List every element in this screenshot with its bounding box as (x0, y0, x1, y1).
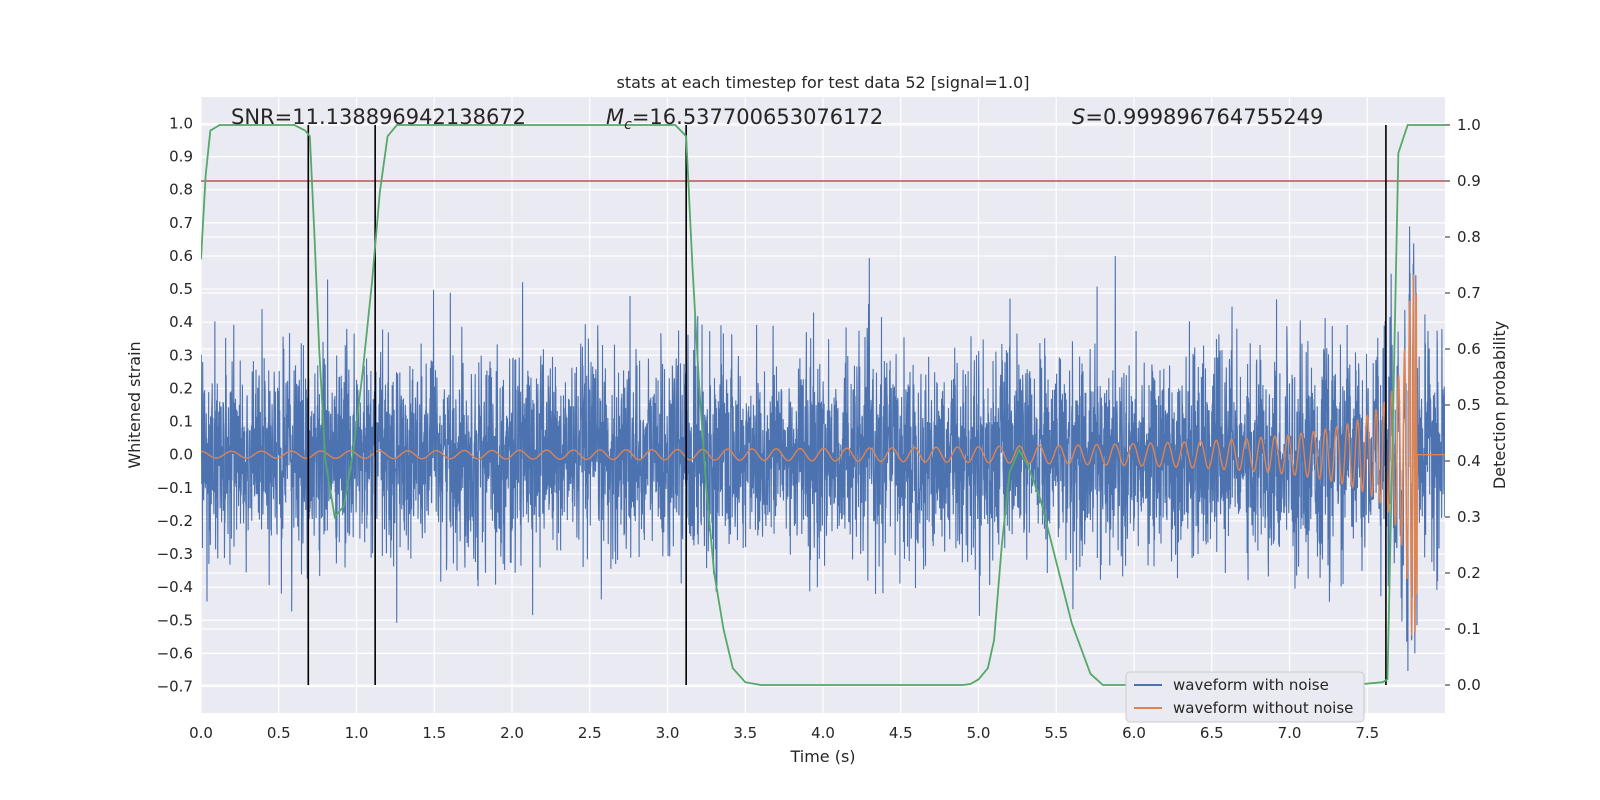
x-axis-label: Time (s) (789, 747, 855, 766)
s-symbol: S (1072, 105, 1085, 129)
y2-tick-label: 0.6 (1457, 340, 1481, 358)
chirp-mass-subscript: c (624, 117, 632, 133)
series-waveform-without-noise (201, 274, 1445, 636)
y2-tick-labels: 1.0 0.9 0.8 0.7 0.6 0.5 0.4 0.3 0.2 0.1 0.0 (1445, 116, 1481, 694)
y-tick-label: −0.6 (157, 644, 193, 662)
x-tick-label: 6.0 (1122, 724, 1146, 742)
y2-tick-label: 0.0 (1457, 676, 1481, 694)
y-tick-label: −0.1 (157, 479, 193, 497)
x-tick-label: 5.5 (1044, 724, 1068, 742)
y-tick-label: 0.5 (169, 280, 193, 298)
x-tick-label: 3.5 (733, 724, 757, 742)
y2-tick-label: 0.3 (1457, 508, 1481, 526)
chart-title: stats at each timestep for test data 52 … (617, 73, 1030, 92)
legend: waveform with noise waveform without noi… (1125, 671, 1365, 723)
y-tick-label: −0.2 (157, 512, 193, 530)
chirp-mass-annotation: Mc=16.537700653076172 (606, 105, 883, 133)
x-tick-label: 4.5 (889, 724, 913, 742)
clean-waveform-line (201, 274, 1445, 636)
y-axis-label: Whitened strain (125, 341, 144, 468)
y-tick-label: 0.1 (169, 413, 193, 431)
y-tick-label: 0.9 (169, 148, 193, 166)
y-tick-labels: 1.0 0.9 0.8 0.7 0.6 0.5 0.4 0.3 0.2 0.1 0.0 −0.1 −0.… (157, 114, 193, 695)
y2-axis-label: Detection probability (1490, 321, 1509, 489)
s-value: =0.999896764755249 (1085, 105, 1323, 129)
y2-tick-label: 0.9 (1457, 172, 1481, 190)
y2-tick-label: 0.5 (1457, 396, 1481, 414)
snr-annotation: SNR=11.138896942138672 (231, 105, 526, 129)
legend-label-clean: waveform without noise (1173, 699, 1353, 717)
y2-tick-label: 0.2 (1457, 564, 1481, 582)
x-tick-label: 6.5 (1200, 724, 1224, 742)
s-annotation: S=0.999896764755249 (1072, 105, 1323, 129)
y-tick-label: −0.5 (157, 611, 193, 629)
y-tick-label: 0.0 (169, 446, 193, 464)
legend-box (1125, 671, 1365, 723)
x-tick-label: 0.0 (189, 724, 213, 742)
y-tick-label: −0.3 (157, 545, 193, 563)
series-waveform-with-noise (201, 226, 1445, 671)
x-tick-label: 3.0 (656, 724, 680, 742)
y2-tick-label: 0.7 (1457, 284, 1481, 302)
y-tick-label: 0.7 (169, 214, 193, 232)
legend-label-noise: waveform with noise (1173, 676, 1329, 694)
noise-waveform-line (201, 226, 1445, 671)
y-tick-label: −0.7 (157, 678, 193, 696)
y-tick-label: 0.8 (169, 181, 193, 199)
chirp-mass-symbol: M (606, 105, 624, 129)
x-tick-label: 1.5 (422, 724, 446, 742)
y-tick-label: 0.3 (169, 346, 193, 364)
chirp-mass-value: =16.537700653076172 (632, 105, 883, 129)
y2-tick-label: 0.4 (1457, 452, 1481, 470)
y-tick-label: 1.0 (169, 114, 193, 132)
y2-tick-label: 0.1 (1457, 620, 1481, 638)
x-tick-label: 2.0 (500, 724, 524, 742)
y-tick-label: 0.2 (169, 379, 193, 397)
y-tick-label: −0.4 (157, 578, 193, 596)
x-tick-label: 0.5 (267, 724, 291, 742)
x-tick-label: 4.0 (811, 724, 835, 742)
y-tick-label: 0.6 (169, 247, 193, 265)
y-tick-label: 0.4 (169, 313, 193, 331)
x-tick-label: 1.0 (345, 724, 369, 742)
x-tick-label: 7.0 (1278, 724, 1302, 742)
x-tick-label: 2.5 (578, 724, 602, 742)
y2-tick-label: 1.0 (1457, 116, 1481, 134)
y2-tick-label: 0.8 (1457, 228, 1481, 246)
trigger-lines (307, 125, 1387, 685)
x-tick-label: 5.0 (967, 724, 991, 742)
x-tick-label: 7.5 (1355, 724, 1379, 742)
x-tick-labels: 0.0 0.5 1.0 1.5 2.0 2.5 3.0 3.5 4.0 4.5 5.0 5.5 6.0 6… (189, 724, 1379, 742)
